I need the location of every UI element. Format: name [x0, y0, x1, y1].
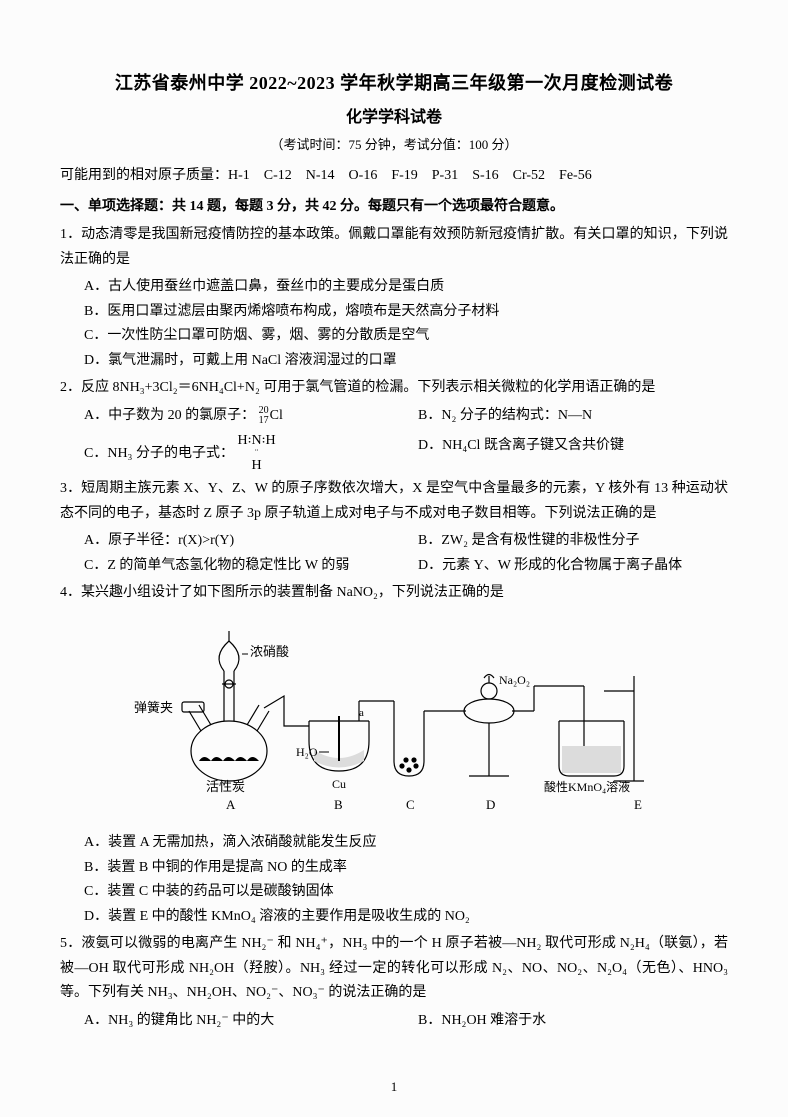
q3-option-c: C．Z 的简单气态氢化物的稳定性比 W 的弱 — [84, 554, 394, 579]
label-D: D — [486, 797, 495, 812]
label-kmno4: 酸性KMnO₄溶液 — [544, 779, 630, 794]
q3-option-b: B．ZW₂ 是含有极性键的非极性分子 — [418, 529, 728, 554]
question-2-text: 2．反应 8NH₃+3Cl₂＝6NH₄Cl+N₂ 可用于氯气管道的检漏。下列表示… — [60, 376, 728, 401]
q2-option-c: C．NH₃ 分子的电子式： H꞉N꞉H ¨ H — [84, 434, 394, 474]
lewis-nh3: H꞉N꞉H ¨ H — [237, 434, 275, 474]
question-4-text: 4．某兴趣小组设计了如下图所示的装置制备 NaNO₂，下列说法正确的是 — [60, 581, 728, 606]
q2-option-a: A．中子数为 20 的氯原子： 2017Cl — [84, 404, 394, 429]
label-C: C — [406, 797, 415, 812]
q2-option-d: D．NH₄Cl 既含离子键又含共价键 — [418, 434, 728, 474]
q1-option-a: A．古人使用蚕丝巾遮盖口鼻，蚕丝巾的主要成分是蛋白质 — [84, 275, 728, 300]
label-na2o2: Na₂O₂ — [499, 673, 530, 687]
section-heading: 一、单项选择题：共 14 题，每题 3 分，共 42 分。每题只有一个选项最符合… — [60, 195, 728, 220]
q4-option-d: D．装置 E 中的酸性 KMnO₄ 溶液的主要作用是吸收生成的 NO₂ — [84, 905, 728, 930]
atomic-mass-line: 可能用到的相对原子质量：H-1 C-12 N-14 O-16 F-19 P-31… — [60, 164, 728, 189]
exam-subtitle: 化学学科试卷 — [60, 104, 728, 132]
label-a-tube: a — [359, 707, 364, 719]
q1-option-c: C．一次性防尘口罩可防烟、雾，烟、雾的分散质是空气 — [84, 324, 728, 349]
isotope-cl: 2017 — [259, 406, 269, 426]
label-clamp: 弹簧夹 — [134, 700, 173, 715]
exam-info: （考试时间：75 分钟，考试分值：100 分） — [60, 134, 728, 157]
q4-option-c: C．装置 C 中装的药品可以是碳酸钠固体 — [84, 880, 728, 905]
question-5-text: 5．液氨可以微弱的电离产生 NH₂⁻ 和 NH₄⁺，NH₃ 中的一个 H 原子若… — [60, 932, 728, 1006]
label-h2o: H₂O — [296, 745, 318, 759]
q2-option-c-pre: C．NH₃ 分子的电子式： — [84, 446, 234, 461]
label-E: E — [634, 797, 642, 812]
exam-title: 江苏省泰州中学 2022~2023 学年秋学期高三年级第一次月度检测试卷 — [60, 68, 728, 100]
question-3-text: 3．短周期主族元素 X、Y、Z、W 的原子序数依次增大，X 是空气中含量最多的元… — [60, 477, 728, 526]
page-number: 1 — [0, 1076, 788, 1099]
q5-option-a: A．NH₃ 的键角比 NH₂⁻ 中的大 — [84, 1009, 394, 1034]
q1-option-b: B．医用口罩过滤层由聚丙烯熔喷布构成，熔喷布是天然高分子材料 — [84, 300, 728, 325]
label-cu: Cu — [332, 777, 346, 791]
label-acid: 浓硝酸 — [250, 644, 289, 659]
isotope-cl-sym: Cl — [270, 408, 283, 423]
q1-option-d: D．氯气泄漏时，可戴上用 NaCl 溶液润湿过的口罩 — [84, 349, 728, 374]
label-carbon: 活性炭 — [206, 779, 245, 794]
q2-option-a-pre: A．中子数为 20 的氯原子： — [84, 408, 255, 423]
apparatus-svg: 浓硝酸 弹簧夹 活性炭 Na₂O₂ H₂O a Cu 酸性KMnO₄溶液 A B… — [134, 616, 654, 816]
q2-option-b: B．N₂ 分子的结构式：N—N — [418, 404, 728, 429]
q5-option-b: B．NH₂OH 难溶于水 — [418, 1009, 728, 1034]
label-A: A — [226, 797, 236, 812]
q3-option-d: D．元素 Y、W 形成的化合物属于离子晶体 — [418, 554, 728, 579]
q4-option-b: B．装置 B 中铜的作用是提高 NO 的生成率 — [84, 856, 728, 881]
q3-option-a: A．原子半径：r(X)>r(Y) — [84, 529, 394, 554]
question-1-text: 1．动态清零是我国新冠疫情防控的基本政策。佩戴口罩能有效预防新冠疫情扩散。有关口… — [60, 223, 728, 272]
label-B: B — [334, 797, 343, 812]
apparatus-figure: 浓硝酸 弹簧夹 活性炭 Na₂O₂ H₂O a Cu 酸性KMnO₄溶液 A B… — [60, 616, 728, 826]
q4-option-a: A．装置 A 无需加热，滴入浓硝酸就能发生反应 — [84, 831, 728, 856]
